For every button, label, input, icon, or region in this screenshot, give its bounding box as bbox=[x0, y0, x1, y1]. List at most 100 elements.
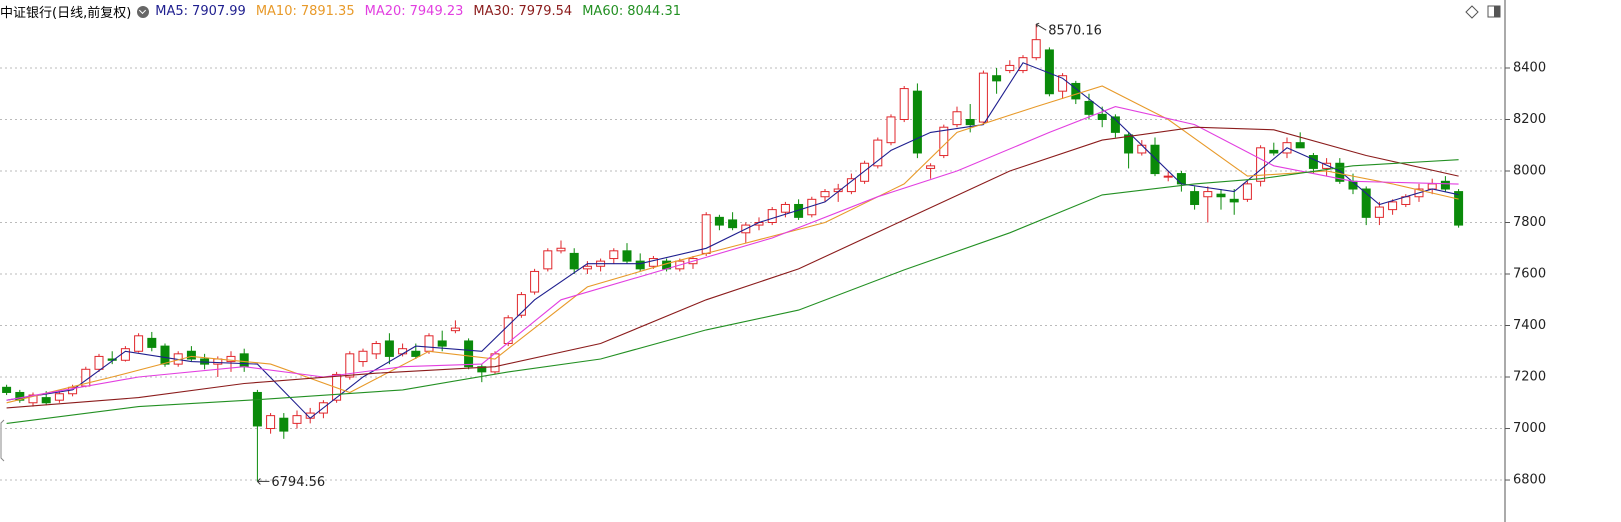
candle-body bbox=[147, 337, 157, 348]
candle-body bbox=[1084, 100, 1094, 115]
candle-body bbox=[516, 294, 526, 316]
candle-body bbox=[1440, 180, 1450, 190]
candle-body bbox=[1058, 75, 1068, 92]
candle-body bbox=[398, 348, 408, 355]
candle-body bbox=[1190, 191, 1200, 205]
candle-body bbox=[358, 350, 368, 363]
candle-body bbox=[648, 258, 658, 267]
candle-body bbox=[120, 348, 130, 361]
legend-entry: MA10: 7891.35 bbox=[256, 4, 355, 19]
legend-value: 7891.35 bbox=[300, 4, 355, 19]
legend-entry: MA5: 7907.99 bbox=[155, 4, 246, 19]
candle-body bbox=[701, 214, 711, 254]
candle-body bbox=[15, 391, 25, 401]
candle-body bbox=[1308, 155, 1318, 169]
candle-body bbox=[1374, 206, 1384, 218]
candle-body bbox=[1322, 162, 1332, 169]
candle-body bbox=[266, 415, 276, 430]
candle-body bbox=[860, 162, 870, 182]
candle-body bbox=[450, 327, 460, 332]
candle-body bbox=[239, 353, 249, 368]
candle-body bbox=[1242, 183, 1252, 200]
candle-body bbox=[1124, 134, 1134, 154]
header: 中证银行(日线,前复权) MA5: 7907.99 MA10: 7891.35 MA20… bbox=[0, 2, 691, 21]
candle-body bbox=[424, 335, 434, 352]
ma-line bbox=[6, 62, 1459, 419]
candle-body bbox=[728, 219, 738, 229]
candle-body bbox=[767, 209, 777, 224]
legend-name: MA60: bbox=[582, 4, 624, 19]
ma-line bbox=[6, 106, 1459, 401]
legend-entry: MA20: 7949.23 bbox=[365, 4, 464, 19]
candle-body bbox=[543, 250, 553, 270]
y-tick-label: 8400 bbox=[1513, 60, 1546, 75]
candle-body bbox=[1163, 175, 1173, 178]
max-annotation: 8570.16 bbox=[1048, 24, 1102, 39]
candle-body bbox=[134, 335, 144, 352]
candle-body bbox=[1176, 173, 1186, 185]
legend-value: 7949.23 bbox=[409, 4, 464, 19]
legend-name: MA5: bbox=[155, 4, 189, 19]
candle-body bbox=[1110, 116, 1120, 133]
candle-body bbox=[1427, 183, 1437, 190]
candle-body bbox=[1295, 142, 1305, 149]
legend-entry: MA30: 7979.54 bbox=[473, 4, 572, 19]
candle-body bbox=[226, 355, 236, 363]
candle-body bbox=[886, 116, 896, 144]
ma-line bbox=[6, 126, 1459, 409]
y-tick-label: 8200 bbox=[1513, 112, 1546, 127]
candle-body bbox=[503, 317, 513, 345]
annotation-arrow bbox=[257, 478, 270, 485]
y-tick-label: 7800 bbox=[1513, 215, 1546, 230]
candle-body bbox=[569, 252, 579, 270]
y-tick-label: 6800 bbox=[1513, 473, 1546, 488]
candle-body bbox=[1203, 191, 1213, 198]
candle-body bbox=[609, 250, 619, 260]
chart-title: 中证银行(日线,前复权) bbox=[0, 6, 132, 21]
candle-body bbox=[54, 393, 64, 401]
candle-body bbox=[635, 260, 645, 270]
candle-body bbox=[939, 126, 949, 157]
candle-body bbox=[1137, 144, 1147, 154]
annotation-arrow bbox=[1035, 22, 1047, 31]
candle-body bbox=[292, 415, 302, 424]
candle-body bbox=[952, 111, 962, 126]
candle-body bbox=[1031, 39, 1041, 59]
legend-name: MA10: bbox=[255, 4, 297, 19]
candle-body bbox=[2, 386, 12, 393]
candle-body bbox=[846, 178, 856, 193]
candle-body bbox=[279, 417, 289, 432]
y-tick-label: 8000 bbox=[1513, 163, 1546, 178]
candle-body bbox=[714, 216, 724, 226]
y-tick-label: 7200 bbox=[1513, 370, 1546, 385]
legend-entry: MA60: 8044.31 bbox=[582, 4, 681, 19]
legend-value: 7979.54 bbox=[518, 4, 573, 19]
candle-body bbox=[411, 350, 421, 357]
panel-icon-fill bbox=[1494, 6, 1500, 17]
candle-body bbox=[622, 250, 632, 262]
candle-body bbox=[1005, 64, 1015, 72]
candle-body bbox=[477, 366, 487, 373]
candle-body bbox=[978, 72, 988, 123]
left-handle[interactable] bbox=[0, 419, 5, 462]
candle-body bbox=[912, 90, 922, 154]
y-tick-label: 7600 bbox=[1513, 267, 1546, 282]
candle-body bbox=[873, 139, 883, 167]
legend-value: 8044.31 bbox=[627, 4, 681, 19]
candle-body bbox=[780, 203, 790, 213]
candle-body bbox=[1361, 188, 1371, 218]
diamond-icon[interactable] bbox=[1465, 5, 1479, 19]
legend-name: MA30: bbox=[473, 4, 515, 19]
collapse-icon[interactable] bbox=[137, 5, 150, 18]
ma-line bbox=[6, 159, 1459, 424]
candle-body bbox=[186, 350, 196, 360]
candle-body bbox=[345, 353, 355, 378]
y-tick-label: 7000 bbox=[1513, 421, 1546, 436]
candle-body bbox=[464, 340, 474, 368]
candle-body bbox=[1388, 201, 1398, 211]
candle-body bbox=[1229, 198, 1239, 203]
legend-value: 7907.99 bbox=[192, 4, 246, 19]
candle-body bbox=[384, 340, 394, 357]
